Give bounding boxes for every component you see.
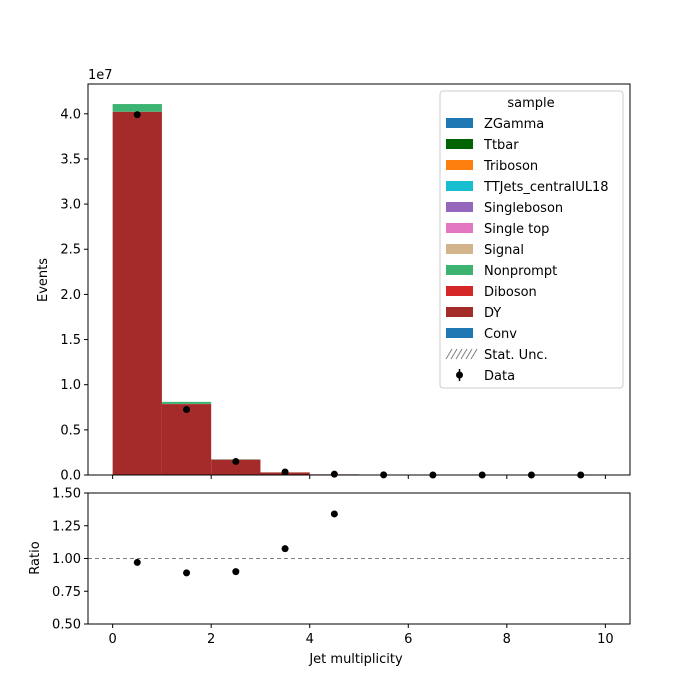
ratio-y-axis-label: Ratio xyxy=(28,541,43,574)
ratio-y-tick-label: 0.75 xyxy=(52,585,81,600)
y-tick-label: 4.0 xyxy=(60,107,81,122)
hatch-line xyxy=(450,348,458,360)
ratio-y-axis: 0.50 0.75 1.00 1.25 1.50 xyxy=(52,487,88,633)
legend-swatch-triboson xyxy=(446,160,473,170)
ratio-y-tick-label: 1.00 xyxy=(52,552,81,567)
y-tick-label: 1.0 xyxy=(60,378,81,393)
y-tick-label: 0.0 xyxy=(60,469,81,484)
y-tick-label: 1.5 xyxy=(60,333,81,348)
legend-label: Triboson xyxy=(483,159,538,174)
ratio-y-tick-label: 1.50 xyxy=(52,487,81,502)
y-tick-label: 2.0 xyxy=(60,288,81,303)
legend-label: ZGamma xyxy=(484,117,544,132)
ratio-point xyxy=(133,558,141,566)
bar-dy-bin-1 xyxy=(161,404,212,475)
main-y-axis-label: Events xyxy=(36,258,51,302)
main-y-axis: 0.0 0.5 1.0 1.5 2.0 2.5 3.0 3.5 4.0 xyxy=(60,107,88,484)
legend-swatch-ttbar xyxy=(446,139,473,149)
hatch-line xyxy=(465,348,473,360)
legend-label: Data xyxy=(484,369,515,384)
ratio-x-tick-label: 10 xyxy=(597,632,614,647)
bar-dy-bin-0 xyxy=(112,111,162,475)
legend-swatch-signal xyxy=(446,244,473,254)
main-y-scale-factor: 1e7 xyxy=(88,68,113,83)
ratio-point xyxy=(183,569,191,577)
hatch-line xyxy=(445,348,453,360)
y-tick-label: 2.5 xyxy=(60,243,81,258)
legend-label: TTJets_centralUL18 xyxy=(483,180,609,195)
legend-label: DY xyxy=(484,306,501,321)
ratio-x-tick-label: 4 xyxy=(306,632,314,647)
legend-swatch-singleboson xyxy=(446,202,473,212)
hatch-line xyxy=(470,348,478,360)
legend-label: Ttbar xyxy=(483,138,519,153)
y-tick-label: 0.5 xyxy=(60,423,81,438)
legend-swatch-nonprompt xyxy=(446,265,473,275)
y-tick-label: 3.5 xyxy=(60,152,81,167)
legend-swatch-dy xyxy=(446,307,473,317)
legend-label: Stat. Unc. xyxy=(484,348,548,363)
legend-label: Conv xyxy=(484,327,517,342)
legend-label: Signal xyxy=(484,243,524,258)
ratio-x-axis: 0 2 4 6 8 10 xyxy=(108,624,614,647)
legend-swatch-ttjets-centralul18 xyxy=(446,181,473,191)
legend: sample ZGamma Ttbar Triboson TTJets_central… xyxy=(439,90,624,389)
data-point xyxy=(183,406,191,414)
data-point xyxy=(232,457,240,465)
legend-swatch-diboson xyxy=(446,286,473,296)
main-data-points xyxy=(133,111,585,479)
legend-marker xyxy=(456,371,463,379)
ratio-point xyxy=(232,568,240,576)
legend-swatch-hatch xyxy=(445,348,478,360)
ratio-x-tick-label: 8 xyxy=(503,632,511,647)
data-point xyxy=(330,470,338,478)
hatch-line xyxy=(460,348,468,360)
ratio-point xyxy=(330,510,338,518)
bar-nonprompt-bin-0 xyxy=(112,104,162,112)
data-point xyxy=(133,111,141,119)
y-tick-label: 3.0 xyxy=(60,198,81,213)
ratio-x-tick-label: 2 xyxy=(207,632,215,647)
ratio-y-tick-label: 1.25 xyxy=(52,519,81,534)
legend-label: Single top xyxy=(484,222,549,237)
data-point xyxy=(281,468,289,476)
bar-dy-bin-2 xyxy=(211,459,261,475)
legend-label: Diboson xyxy=(484,285,537,300)
x-axis-label: Jet multiplicity xyxy=(308,652,403,667)
ratio-y-tick-label: 0.50 xyxy=(52,618,81,633)
bar-nonprompt-bin-1 xyxy=(161,401,212,404)
ratio-point xyxy=(281,545,289,553)
legend-label: Singleboson xyxy=(484,201,563,216)
legend-swatch-conv xyxy=(446,328,473,338)
ratio-x-tick-label: 0 xyxy=(108,632,116,647)
legend-swatch-zgamma xyxy=(446,118,473,128)
legend-label: Nonprompt xyxy=(484,264,557,279)
ratio-x-tick-label: 6 xyxy=(404,632,412,647)
ratio-data-points xyxy=(133,510,338,577)
main-axes-frame xyxy=(87,83,631,476)
legend-entries: ZGamma Ttbar Triboson TTJets_centralUL18 Sin… xyxy=(445,117,609,384)
legend-frame xyxy=(439,90,624,389)
main-x-axis xyxy=(112,475,606,479)
legend-title: sample xyxy=(507,96,554,111)
hatch-line xyxy=(455,348,463,360)
legend-swatch-single-top xyxy=(446,223,473,233)
